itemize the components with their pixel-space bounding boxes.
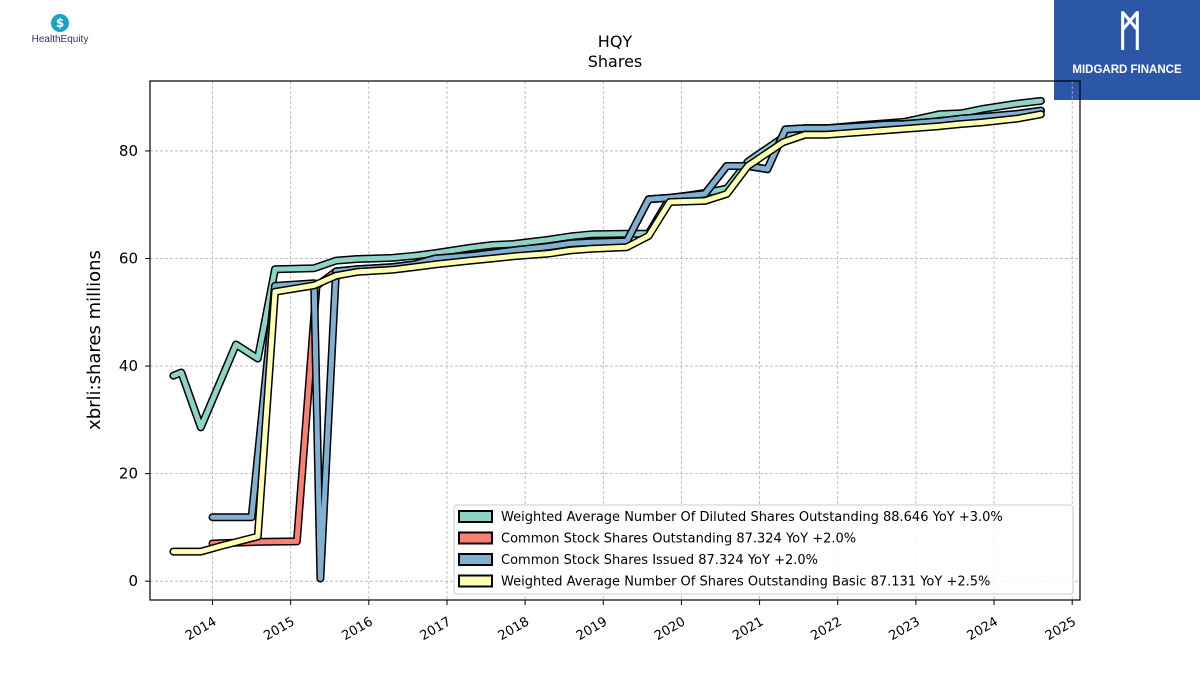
x-tick-label: 2019 xyxy=(574,614,610,644)
midgard-finance-logo: ᛗ MIDGARD FINANCE xyxy=(1054,0,1200,100)
x-tick-label: 2016 xyxy=(339,614,375,644)
healthequity-logo-text: HealthEquity xyxy=(31,34,89,45)
legend-label: Weighted Average Number Of Shares Outsta… xyxy=(501,575,990,590)
x-tick-label: 2023 xyxy=(887,614,923,644)
x-tick-label: 2021 xyxy=(730,614,766,644)
midgard-m-icon: ᛗ xyxy=(1117,6,1142,55)
chart-title: HQY xyxy=(598,32,633,51)
x-tick-label: 2014 xyxy=(183,614,219,644)
x-tick-label: 2015 xyxy=(261,614,297,644)
x-tick-label: 2020 xyxy=(652,614,688,644)
series-4-line xyxy=(169,110,1045,556)
x-tick-label: 2017 xyxy=(418,614,454,644)
legend-label: Common Stock Shares Outstanding 87.324 Y… xyxy=(501,532,856,547)
healthequity-logo: $ HealthEquity xyxy=(24,14,96,45)
y-tick-label: 40 xyxy=(119,357,138,375)
series-1-outline xyxy=(169,96,1045,432)
x-tick-label: 2025 xyxy=(1043,614,1079,644)
y-tick-label: 0 xyxy=(128,572,138,590)
series-1-line xyxy=(169,96,1045,432)
x-tick-label: 2024 xyxy=(965,614,1001,644)
plot-frame xyxy=(149,80,1081,601)
y-tick-label: 80 xyxy=(119,142,138,160)
series-4-stroke xyxy=(170,111,1044,555)
dollar-drop-icon: $ xyxy=(51,14,69,32)
legend-label: Weighted Average Number Of Diluted Share… xyxy=(501,510,1003,525)
x-tick-label: 2022 xyxy=(808,614,844,644)
y-tick-label: 60 xyxy=(119,249,138,267)
x-tick-label: 2018 xyxy=(496,614,532,644)
y-axis-label: xbrli:shares millions xyxy=(84,250,105,430)
legend-swatch xyxy=(458,531,493,545)
y-tick-label: 20 xyxy=(119,465,138,483)
midgard-finance-text: MIDGARD FINANCE xyxy=(1072,64,1182,76)
legend-swatch xyxy=(458,510,493,523)
chart-subtitle: Shares xyxy=(588,52,643,71)
legend-label: Common Stock Shares Issued 87.324 YoY +2… xyxy=(501,553,818,568)
legend-box xyxy=(453,504,1074,595)
series-1-stroke xyxy=(170,98,1044,430)
legend-swatch xyxy=(458,574,493,588)
legend-swatch xyxy=(458,553,493,566)
